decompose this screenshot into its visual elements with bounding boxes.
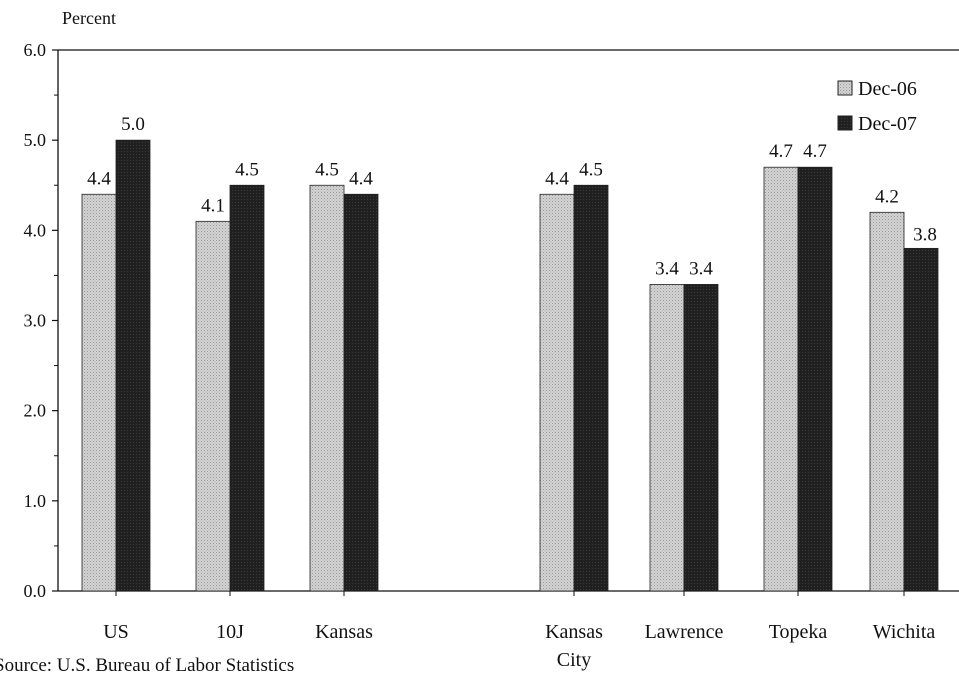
- y-tick-label: 5.0: [24, 130, 47, 150]
- x-category-label: 10J: [216, 621, 244, 643]
- legend: Dec-06 Dec-07: [838, 78, 917, 135]
- data-label: 4.4: [87, 168, 111, 189]
- bar-dec06: [650, 284, 684, 591]
- bar-dec07: [344, 194, 378, 591]
- data-label: 4.1: [201, 195, 225, 216]
- data-label: 4.5: [235, 159, 259, 180]
- y-axis-unit-label: Percent: [62, 8, 116, 28]
- x-category-label: Lawrence: [645, 621, 724, 643]
- y-tick-label: 1.0: [24, 491, 47, 511]
- data-label: 4.5: [579, 159, 603, 180]
- source-note: Source: U.S. Bureau of Labor Statistics: [0, 655, 294, 674]
- data-label: 4.4: [545, 168, 569, 189]
- x-category-label: Topeka: [769, 621, 828, 643]
- y-tick-label: 0.0: [24, 581, 47, 601]
- data-label: 4.7: [769, 141, 793, 162]
- bar-dec06: [540, 194, 574, 591]
- x-category-label: Kansas: [315, 621, 373, 643]
- bar-dec07: [684, 284, 718, 591]
- data-label: 3.4: [655, 258, 679, 279]
- bar-dec06: [310, 185, 344, 591]
- data-label: 3.4: [689, 258, 713, 279]
- legend-swatch: [838, 116, 852, 130]
- data-label: 5.0: [121, 114, 145, 135]
- data-label: 3.8: [913, 224, 937, 245]
- bar-dec07: [904, 248, 938, 591]
- x-category-label: Wichita: [873, 621, 936, 643]
- data-label: 4.7: [803, 141, 827, 162]
- legend-label: Dec-06: [858, 78, 917, 100]
- y-tick-label: 3.0: [24, 311, 47, 331]
- data-label: 4.4: [349, 168, 373, 189]
- y-tick-label: 6.0: [24, 40, 47, 60]
- bar-dec06: [82, 194, 116, 591]
- y-tick-label: 2.0: [24, 401, 47, 421]
- x-category-label: US: [103, 621, 129, 643]
- bar-dec06: [764, 167, 798, 591]
- bar-dec06: [870, 212, 904, 591]
- x-category-label: City: [557, 649, 591, 671]
- bar-dec06: [196, 221, 230, 591]
- bar-dec07: [574, 185, 608, 591]
- legend-label: Dec-07: [858, 113, 917, 135]
- data-label: 4.2: [875, 186, 899, 207]
- bar-dec07: [230, 185, 264, 591]
- data-label: 4.5: [315, 159, 339, 180]
- bar-dec07: [798, 167, 832, 591]
- legend-swatch: [838, 81, 852, 95]
- bar-dec07: [116, 140, 150, 591]
- y-tick-label: 4.0: [24, 220, 47, 240]
- x-category-label: Kansas: [545, 621, 603, 643]
